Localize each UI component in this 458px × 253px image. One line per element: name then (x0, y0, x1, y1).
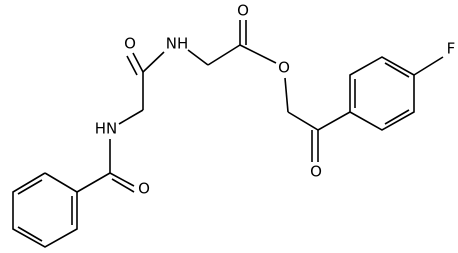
atom-labels: O NH O O F O HN O (95, 2, 456, 198)
atom-label: O (310, 163, 322, 181)
atom-label: O (138, 180, 150, 198)
atom-label: HN (95, 120, 118, 138)
atom-label: O (124, 35, 136, 53)
atom-label: O (278, 59, 290, 77)
atom-label: O (237, 2, 249, 20)
atom-label: F (447, 40, 456, 58)
bonds (12, 20, 444, 248)
atom-label: NH (166, 35, 189, 53)
